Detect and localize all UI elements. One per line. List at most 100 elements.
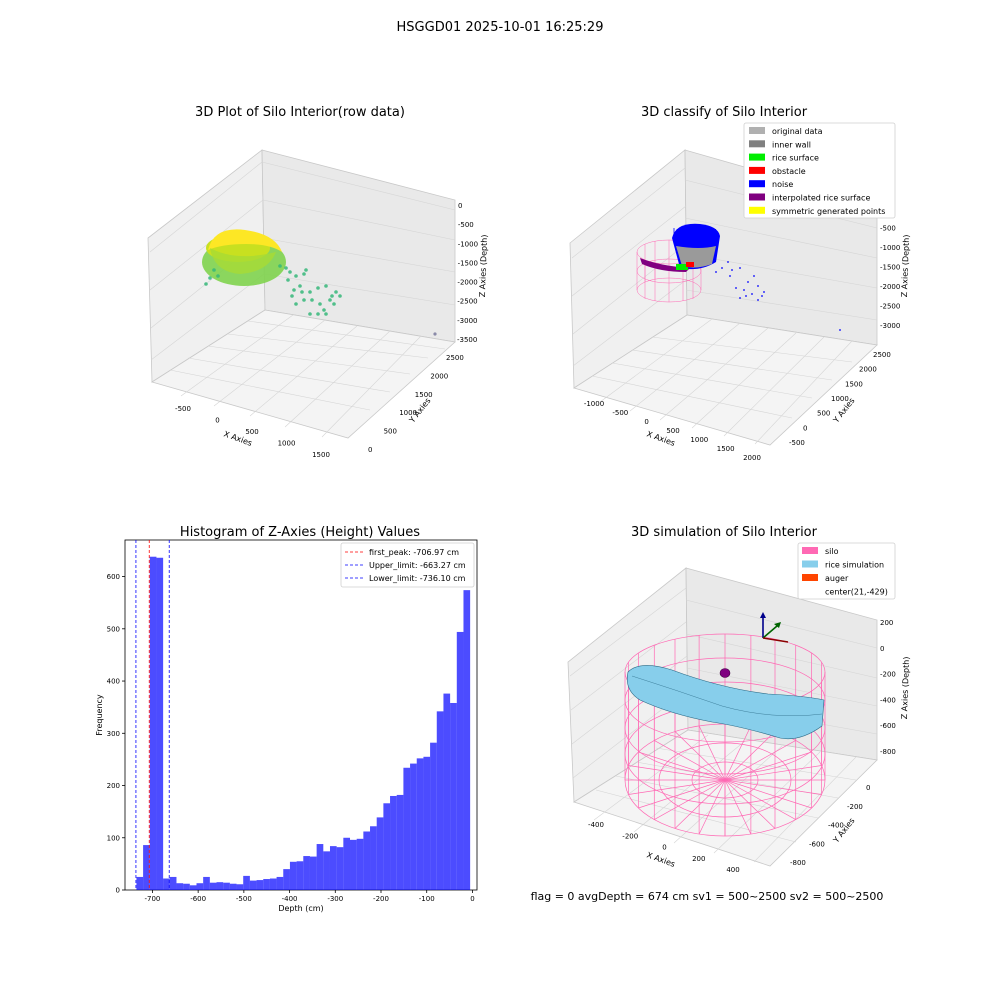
- panel-classify-x-tick-label: -500: [612, 409, 628, 417]
- histogram-bar: [243, 875, 250, 890]
- histogram-bar: [309, 856, 317, 890]
- panel-classify-legend-swatch: [749, 153, 765, 161]
- noise-point: [743, 289, 745, 291]
- histogram-bar: [376, 817, 384, 890]
- histogram-bar: [269, 878, 277, 890]
- histogram-bar: [323, 851, 330, 890]
- noise-point: [721, 267, 723, 269]
- noise-point: [839, 329, 841, 331]
- raw-point: [334, 290, 338, 294]
- panel-classify-legend-label: noise: [772, 180, 793, 189]
- histogram-bar: [183, 883, 190, 890]
- panel-raw-z-tick-label: -1000: [458, 240, 478, 248]
- silo-spoke-line: [698, 725, 726, 781]
- panel-classify-3d: 3D classify of Silo Interior: [569, 105, 911, 462]
- silo-spoke-line: [724, 779, 776, 829]
- noise-point: [727, 261, 729, 263]
- panel-classify-legend-swatch: [749, 193, 765, 201]
- noise-point: [751, 293, 753, 295]
- histogram-bar: [256, 880, 264, 890]
- histogram-xtick-label: -500: [236, 895, 252, 903]
- panel-simulation-y-tick-label: -400: [828, 822, 844, 830]
- histogram-bar: [410, 763, 417, 890]
- raw-point: [204, 282, 208, 286]
- histogram-bar: [416, 758, 424, 890]
- histogram-title: Histogram of Z-Axies (Height) Values: [180, 525, 420, 540]
- histogram-bar: [450, 702, 457, 890]
- panel-raw-z-tick-label: -3500: [457, 336, 477, 344]
- panel-simulation-y-tick-label: -200: [847, 803, 863, 811]
- histogram-bar: [236, 884, 244, 890]
- histogram-xlabel: Depth (cm): [278, 904, 323, 913]
- noise-point: [745, 295, 747, 297]
- histogram-bar: [363, 831, 371, 890]
- histogram-bar: [316, 844, 324, 890]
- raw-point: [212, 268, 216, 272]
- silo-spoke-line: [628, 779, 726, 795]
- panel-simulation-x-tick-label: -400: [588, 821, 604, 829]
- panel-raw-z-tick-label: -1500: [458, 259, 478, 267]
- panel-classify-zlabel: Z Axies (Depth): [900, 234, 911, 297]
- panel-classify-y-tick-label: 500: [817, 410, 830, 418]
- panel-raw-y-tick-label: 2000: [430, 372, 448, 380]
- panel-raw-y-tick-label: 1000: [399, 409, 417, 417]
- histogram-bar: [430, 742, 437, 890]
- panel-simulation-z-tick-label: -400: [880, 696, 896, 704]
- histogram-bar: [383, 803, 391, 890]
- panel-classify-z-tick-label: -3000: [880, 322, 900, 330]
- panel-classify-y-tick-label: 2000: [859, 366, 877, 374]
- panel-raw-z-tick-label: 0: [458, 202, 462, 210]
- histogram-bar: [223, 882, 230, 890]
- panel-classify-y-tick-label: 1500: [845, 380, 863, 388]
- histogram-bar: [443, 693, 451, 890]
- histogram-bar: [283, 869, 290, 890]
- panel-simulation-z-tick-label: 200: [880, 619, 893, 627]
- histogram-bar: [343, 837, 351, 890]
- histogram-bar: [276, 876, 284, 890]
- histogram-xtick-label: -300: [327, 895, 343, 903]
- panel-classify-x-tick-label: 0: [644, 418, 648, 426]
- silo-spoke-line: [654, 740, 726, 781]
- panel-classify-legend-label: symmetric generated points: [772, 207, 885, 216]
- raw-point: [433, 332, 437, 336]
- panel-simulation-zlabel: Z Axies (Depth): [900, 656, 911, 719]
- histogram-bar: [176, 883, 184, 890]
- panel-classify-y-tick-label: 1000: [831, 395, 849, 403]
- panel-raw-3d: 3D Plot of Silo Interior(row data): [147, 105, 489, 459]
- raw-point: [278, 264, 282, 268]
- histogram-bar: [296, 861, 304, 890]
- panel-classify-points: [636, 223, 841, 331]
- noise-point: [761, 295, 763, 297]
- orientation-axes: [760, 612, 789, 643]
- panel-raw-box: [147, 149, 456, 439]
- raw-point: [324, 312, 328, 316]
- histogram-bar: [143, 845, 150, 890]
- raw-point: [302, 272, 306, 276]
- silo-spoke-line: [724, 740, 796, 781]
- silo-spoke-line: [724, 765, 822, 781]
- raw-point: [304, 268, 308, 272]
- panel-simulation-title: 3D simulation of Silo Interior: [631, 525, 818, 540]
- histogram-xtick-label: -700: [144, 895, 160, 903]
- panel-classify-legend-swatch: [749, 206, 765, 214]
- panel-raw-zlabel: Z Axies (Depth): [478, 234, 489, 297]
- panel-classify-legend-label: interpolated rice surface: [772, 194, 870, 203]
- panel-simulation-y-tick-label: -800: [790, 859, 806, 867]
- panel-simulation-legend-swatch: [802, 547, 818, 554]
- raw-point: [284, 266, 288, 270]
- panel-raw-y-tick-label: 0: [368, 446, 372, 454]
- noise-point: [753, 275, 755, 277]
- raw-point: [290, 294, 294, 298]
- raw-point: [294, 302, 298, 306]
- panel-simulation-legend-label: rice simulation: [825, 561, 884, 570]
- noise-point: [739, 267, 741, 269]
- histogram-xtick-label: 0: [470, 895, 474, 903]
- histogram-bar: [356, 838, 364, 890]
- panel-simulation-xlabel: X Axies: [645, 850, 676, 869]
- noise-point: [757, 299, 759, 301]
- histogram-ytick-label: 0: [116, 887, 120, 895]
- histogram-bar: [403, 767, 411, 890]
- histogram-ylabel: Frequency: [95, 694, 104, 736]
- histogram-bar: [329, 846, 337, 890]
